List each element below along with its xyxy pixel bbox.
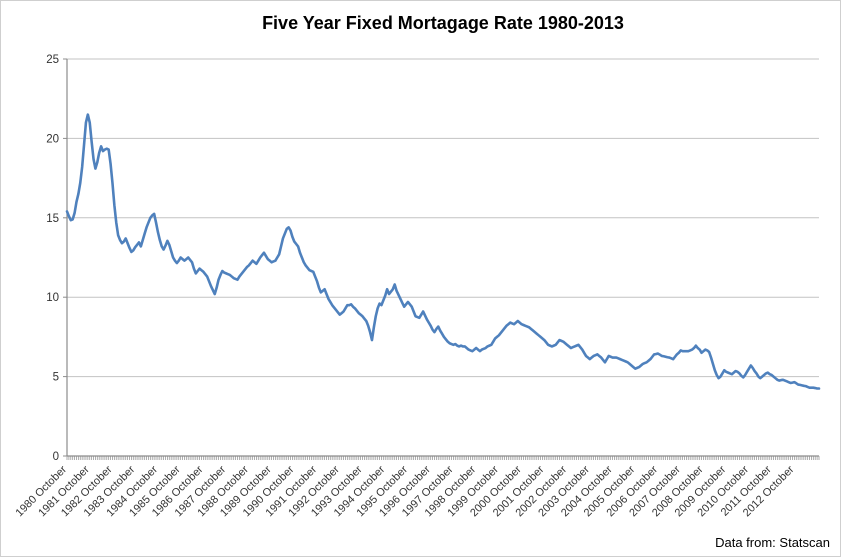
y-tick-label: 10 (46, 292, 59, 304)
y-tick-label: 15 (46, 213, 59, 225)
y-tick-label: 0 (53, 451, 59, 463)
source-note: Data from: Statscan (715, 535, 830, 550)
chart-title: Five Year Fixed Mortagage Rate 1980-2013 (262, 13, 624, 33)
y-tick-label: 25 (46, 54, 59, 66)
y-tick-label: 5 (53, 372, 59, 384)
rate-line (65, 113, 821, 390)
y-tick-label: 20 (46, 133, 59, 145)
